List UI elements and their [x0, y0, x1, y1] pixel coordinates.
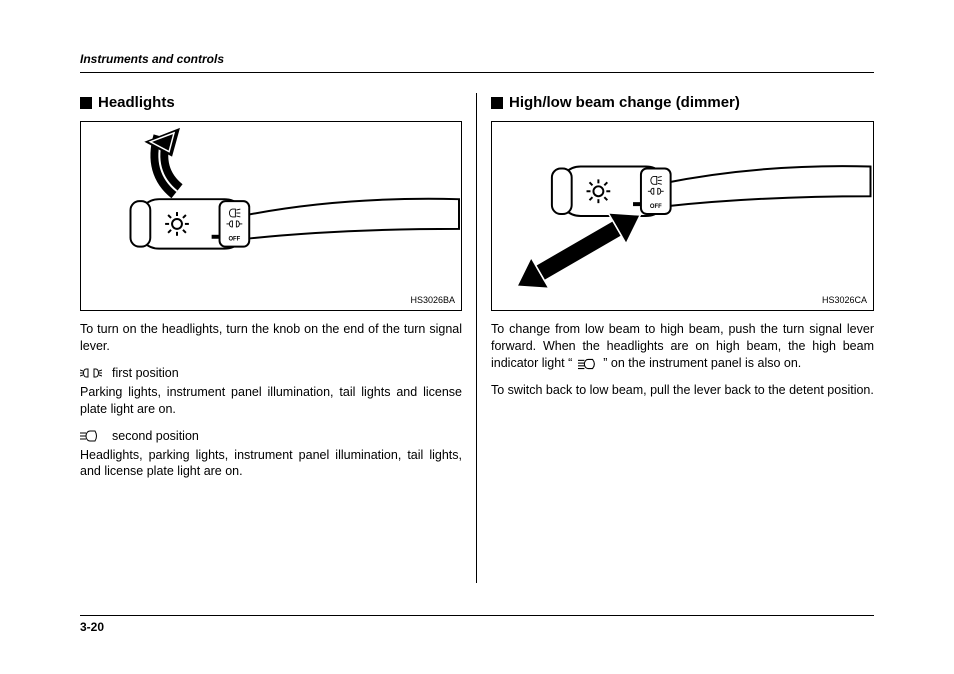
- page-footer: 3-20: [80, 615, 874, 634]
- right-section-title: High/low beam change (dimmer): [491, 93, 874, 113]
- right-figure: OFF: [491, 121, 874, 311]
- svg-text:OFF: OFF: [650, 204, 662, 210]
- dimmer-lever-illustration: OFF: [492, 122, 873, 310]
- header-section-label: Instruments and controls: [80, 52, 224, 66]
- right-title-text: High/low beam change (dimmer): [509, 93, 740, 113]
- content-columns: Headlights OFF: [80, 93, 874, 583]
- pos2-label: second position: [112, 428, 199, 445]
- left-figure-code: HS3026BA: [410, 294, 455, 306]
- headlight-lever-illustration: OFF: [81, 122, 461, 310]
- left-title-text: Headlights: [98, 93, 175, 113]
- page-number: 3-20: [80, 620, 104, 634]
- pos1-text: Parking lights, instrument panel illumin…: [80, 384, 462, 418]
- title-bullet-icon: [80, 97, 92, 109]
- page-header: Instruments and controls: [80, 50, 874, 73]
- left-para1: To turn on the headlights, turn the knob…: [80, 321, 462, 355]
- headlight-icon: [80, 430, 102, 442]
- right-column: High/low beam change (dimmer) OFF: [477, 93, 874, 583]
- first-position-line: first position: [80, 365, 462, 382]
- title-bullet-icon: [491, 97, 503, 109]
- right-figure-code: HS3026CA: [822, 294, 867, 306]
- right-para1: To change from low beam to high beam, pu…: [491, 321, 874, 372]
- svg-text:OFF: OFF: [228, 237, 240, 243]
- high-beam-indicator-icon: [578, 358, 598, 370]
- left-figure: OFF: [80, 121, 462, 311]
- left-section-title: Headlights: [80, 93, 462, 113]
- right-para1-b: ” on the instrument panel is also on.: [600, 356, 802, 370]
- right-para2: To switch back to low beam, pull the lev…: [491, 382, 874, 399]
- parking-light-icon: [80, 367, 102, 379]
- pos2-text: Headlights, parking lights, instrument p…: [80, 447, 462, 481]
- left-column: Headlights OFF: [80, 93, 477, 583]
- second-position-line: second position: [80, 428, 462, 445]
- pos1-label: first position: [112, 365, 179, 382]
- manual-page: Instruments and controls Headlights: [0, 0, 954, 674]
